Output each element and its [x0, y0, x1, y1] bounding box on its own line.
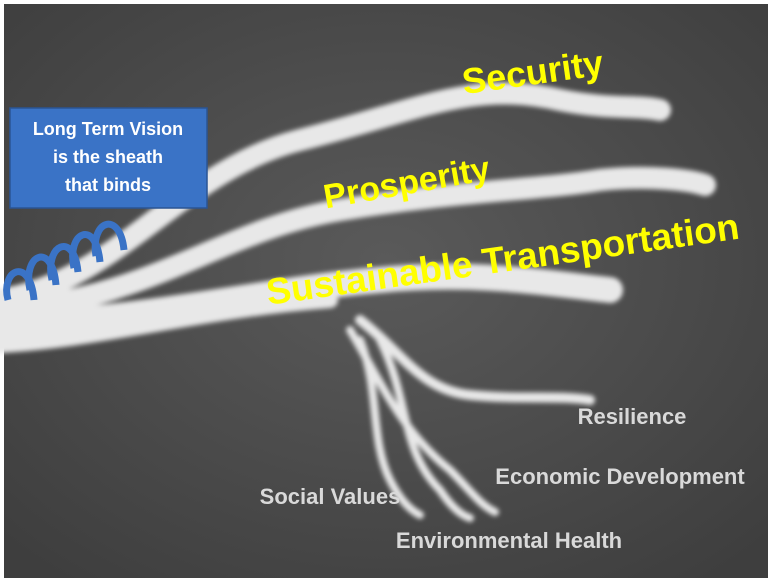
- sub-strand-label: Environmental Health: [396, 528, 622, 553]
- callout-text: is the sheath: [53, 147, 163, 167]
- sub-strand-label: Resilience: [578, 404, 687, 429]
- callout-text: that binds: [65, 175, 151, 195]
- sub-strand-label: Social Values: [260, 484, 401, 509]
- sub-strand-label: Economic Development: [495, 464, 745, 489]
- slide: Long Term Vision is the sheath that bind…: [0, 0, 768, 578]
- callout-text: Long Term Vision: [33, 119, 183, 139]
